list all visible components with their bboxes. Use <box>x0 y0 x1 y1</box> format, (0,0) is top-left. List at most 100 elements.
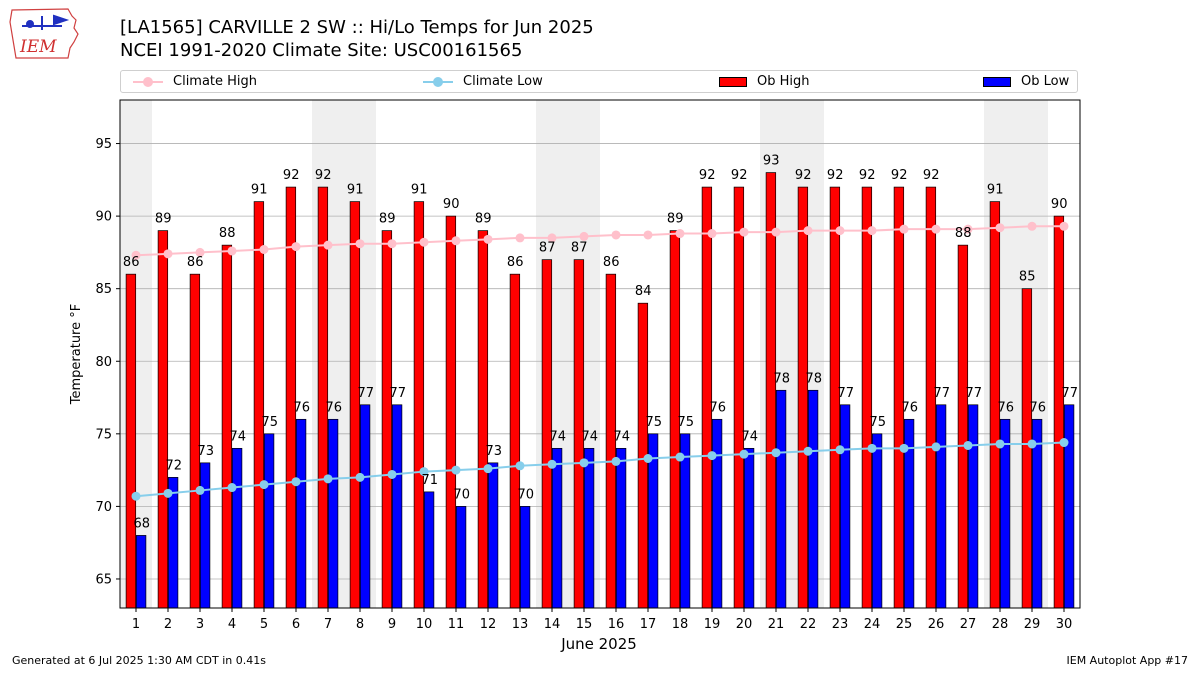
ob-high-bar <box>893 186 905 609</box>
climate-low-point <box>1059 438 1069 448</box>
x-tick-label: 26 <box>928 617 945 632</box>
ob-low-bar <box>839 404 851 609</box>
shade-band-day-15 <box>568 100 600 608</box>
y-tick-label: 85 <box>95 282 112 297</box>
climate-high-line <box>135 225 1064 257</box>
ob-high-value-label: 87 <box>539 241 556 256</box>
ob-high-value-label: 92 <box>923 168 940 183</box>
weekend-shading <box>120 100 1048 608</box>
climate-high-point <box>323 240 333 250</box>
climate-high-point <box>355 239 365 249</box>
ob-high-bar <box>1053 215 1065 609</box>
x-tick-label: 20 <box>736 617 753 632</box>
climate-low-point <box>675 452 685 462</box>
x-tick-label: 14 <box>544 617 561 632</box>
ob-low-bar <box>327 418 339 609</box>
ob-low-bar <box>1031 418 1043 609</box>
ob-high-value-label: 92 <box>283 168 300 183</box>
climate-low-point <box>227 483 237 493</box>
legend-line-marker-icon <box>133 75 163 89</box>
climate-high-point <box>227 246 237 256</box>
x-tick-label: 7 <box>324 617 332 632</box>
x-tick-label: 2 <box>164 617 172 632</box>
x-tick-label: 17 <box>640 617 657 632</box>
x-tick-label: 25 <box>896 617 913 632</box>
x-tick-label: 5 <box>260 617 268 632</box>
ob-low-bar <box>711 418 723 609</box>
ob-low-value-label: 77 <box>1062 386 1079 401</box>
x-tick-label: 27 <box>960 617 977 632</box>
climate-low-point <box>803 446 813 456</box>
climate-low-point <box>707 451 717 461</box>
climate-high-point <box>483 234 493 244</box>
climate-high-point <box>547 233 557 243</box>
x-tick-label: 8 <box>356 617 364 632</box>
ob-low-value-label: 70 <box>518 487 535 502</box>
climate-low-point <box>355 472 365 482</box>
climate-high-point <box>675 229 685 239</box>
climate-high-point <box>835 226 845 236</box>
ob-high-value-label: 89 <box>667 212 684 227</box>
x-tick-label: 21 <box>768 617 785 632</box>
ob-low-value-label: 77 <box>934 386 951 401</box>
x-tick-label: 22 <box>800 617 817 632</box>
ob-high-bar <box>285 186 297 609</box>
ob-low-value-label: 77 <box>358 386 375 401</box>
ob-low-value-label: 76 <box>1030 400 1047 415</box>
ob-high-value-label: 89 <box>155 212 172 227</box>
climate-high-point <box>771 227 781 237</box>
ob-high-value-label: 86 <box>603 255 620 270</box>
climate-low-point <box>259 480 269 490</box>
ob-low-bar <box>871 433 883 609</box>
climate-low-point <box>931 442 941 452</box>
ob-high-bar <box>733 186 745 609</box>
ob-low-bar <box>199 462 211 609</box>
ob-high-bar <box>541 259 553 609</box>
grid-lines <box>120 143 1080 580</box>
x-tick-label: 15 <box>576 617 593 632</box>
ob-low-bar <box>647 433 659 609</box>
app-credit: IEM Autoplot App #17 <box>1066 654 1189 667</box>
ob-low-bar <box>391 404 403 609</box>
ob-low-bar <box>999 418 1011 609</box>
ob-low-bar <box>487 462 499 609</box>
legend-entry-ob-low: Ob Low <box>983 74 1069 89</box>
climate-high-point <box>867 226 877 236</box>
climate-high-point <box>291 242 301 252</box>
ob-high-bar <box>829 186 841 609</box>
ob-low-bar <box>1063 404 1075 609</box>
ob-high-value-label: 92 <box>859 168 876 183</box>
legend-entry-climate-high: Climate High <box>133 74 257 89</box>
x-tick-label: 18 <box>672 617 689 632</box>
ob-high-value-label: 93 <box>763 154 780 169</box>
x-tick-label: 6 <box>292 617 300 632</box>
ob-high-bar <box>509 273 521 609</box>
climate-high-point <box>931 224 941 234</box>
climate-low-point <box>579 458 589 468</box>
ob-high-bar <box>573 259 585 609</box>
ob-low-value-label: 78 <box>806 371 823 386</box>
ob-low-value-label: 77 <box>390 386 407 401</box>
legend-entry-climate-low: Climate Low <box>423 74 543 89</box>
climate-high-point <box>1059 221 1069 231</box>
climate-high-point <box>131 250 141 260</box>
climate-high-point <box>259 244 269 254</box>
ob-high-bar <box>637 302 649 609</box>
ob-low-bar <box>455 506 467 609</box>
ob-low-value-label: 76 <box>710 400 727 415</box>
legend-label: Ob Low <box>1021 74 1070 89</box>
climate-low-point <box>835 445 845 455</box>
climate-low-point <box>611 456 621 466</box>
climate-high-point <box>419 237 429 247</box>
climate-low-point <box>963 440 973 450</box>
y-tick-label: 90 <box>95 210 112 225</box>
ob-low-value-label: 76 <box>998 400 1015 415</box>
ob-low-bar <box>359 404 371 609</box>
shade-band-day-22 <box>792 100 824 608</box>
chart-title: [LA1565] CARVILLE 2 SW :: Hi/Lo Temps fo… <box>120 17 594 38</box>
ob-high-bar <box>957 244 969 609</box>
y-axis-label: Temperature °F <box>69 304 84 405</box>
climate-low-point <box>515 461 525 471</box>
